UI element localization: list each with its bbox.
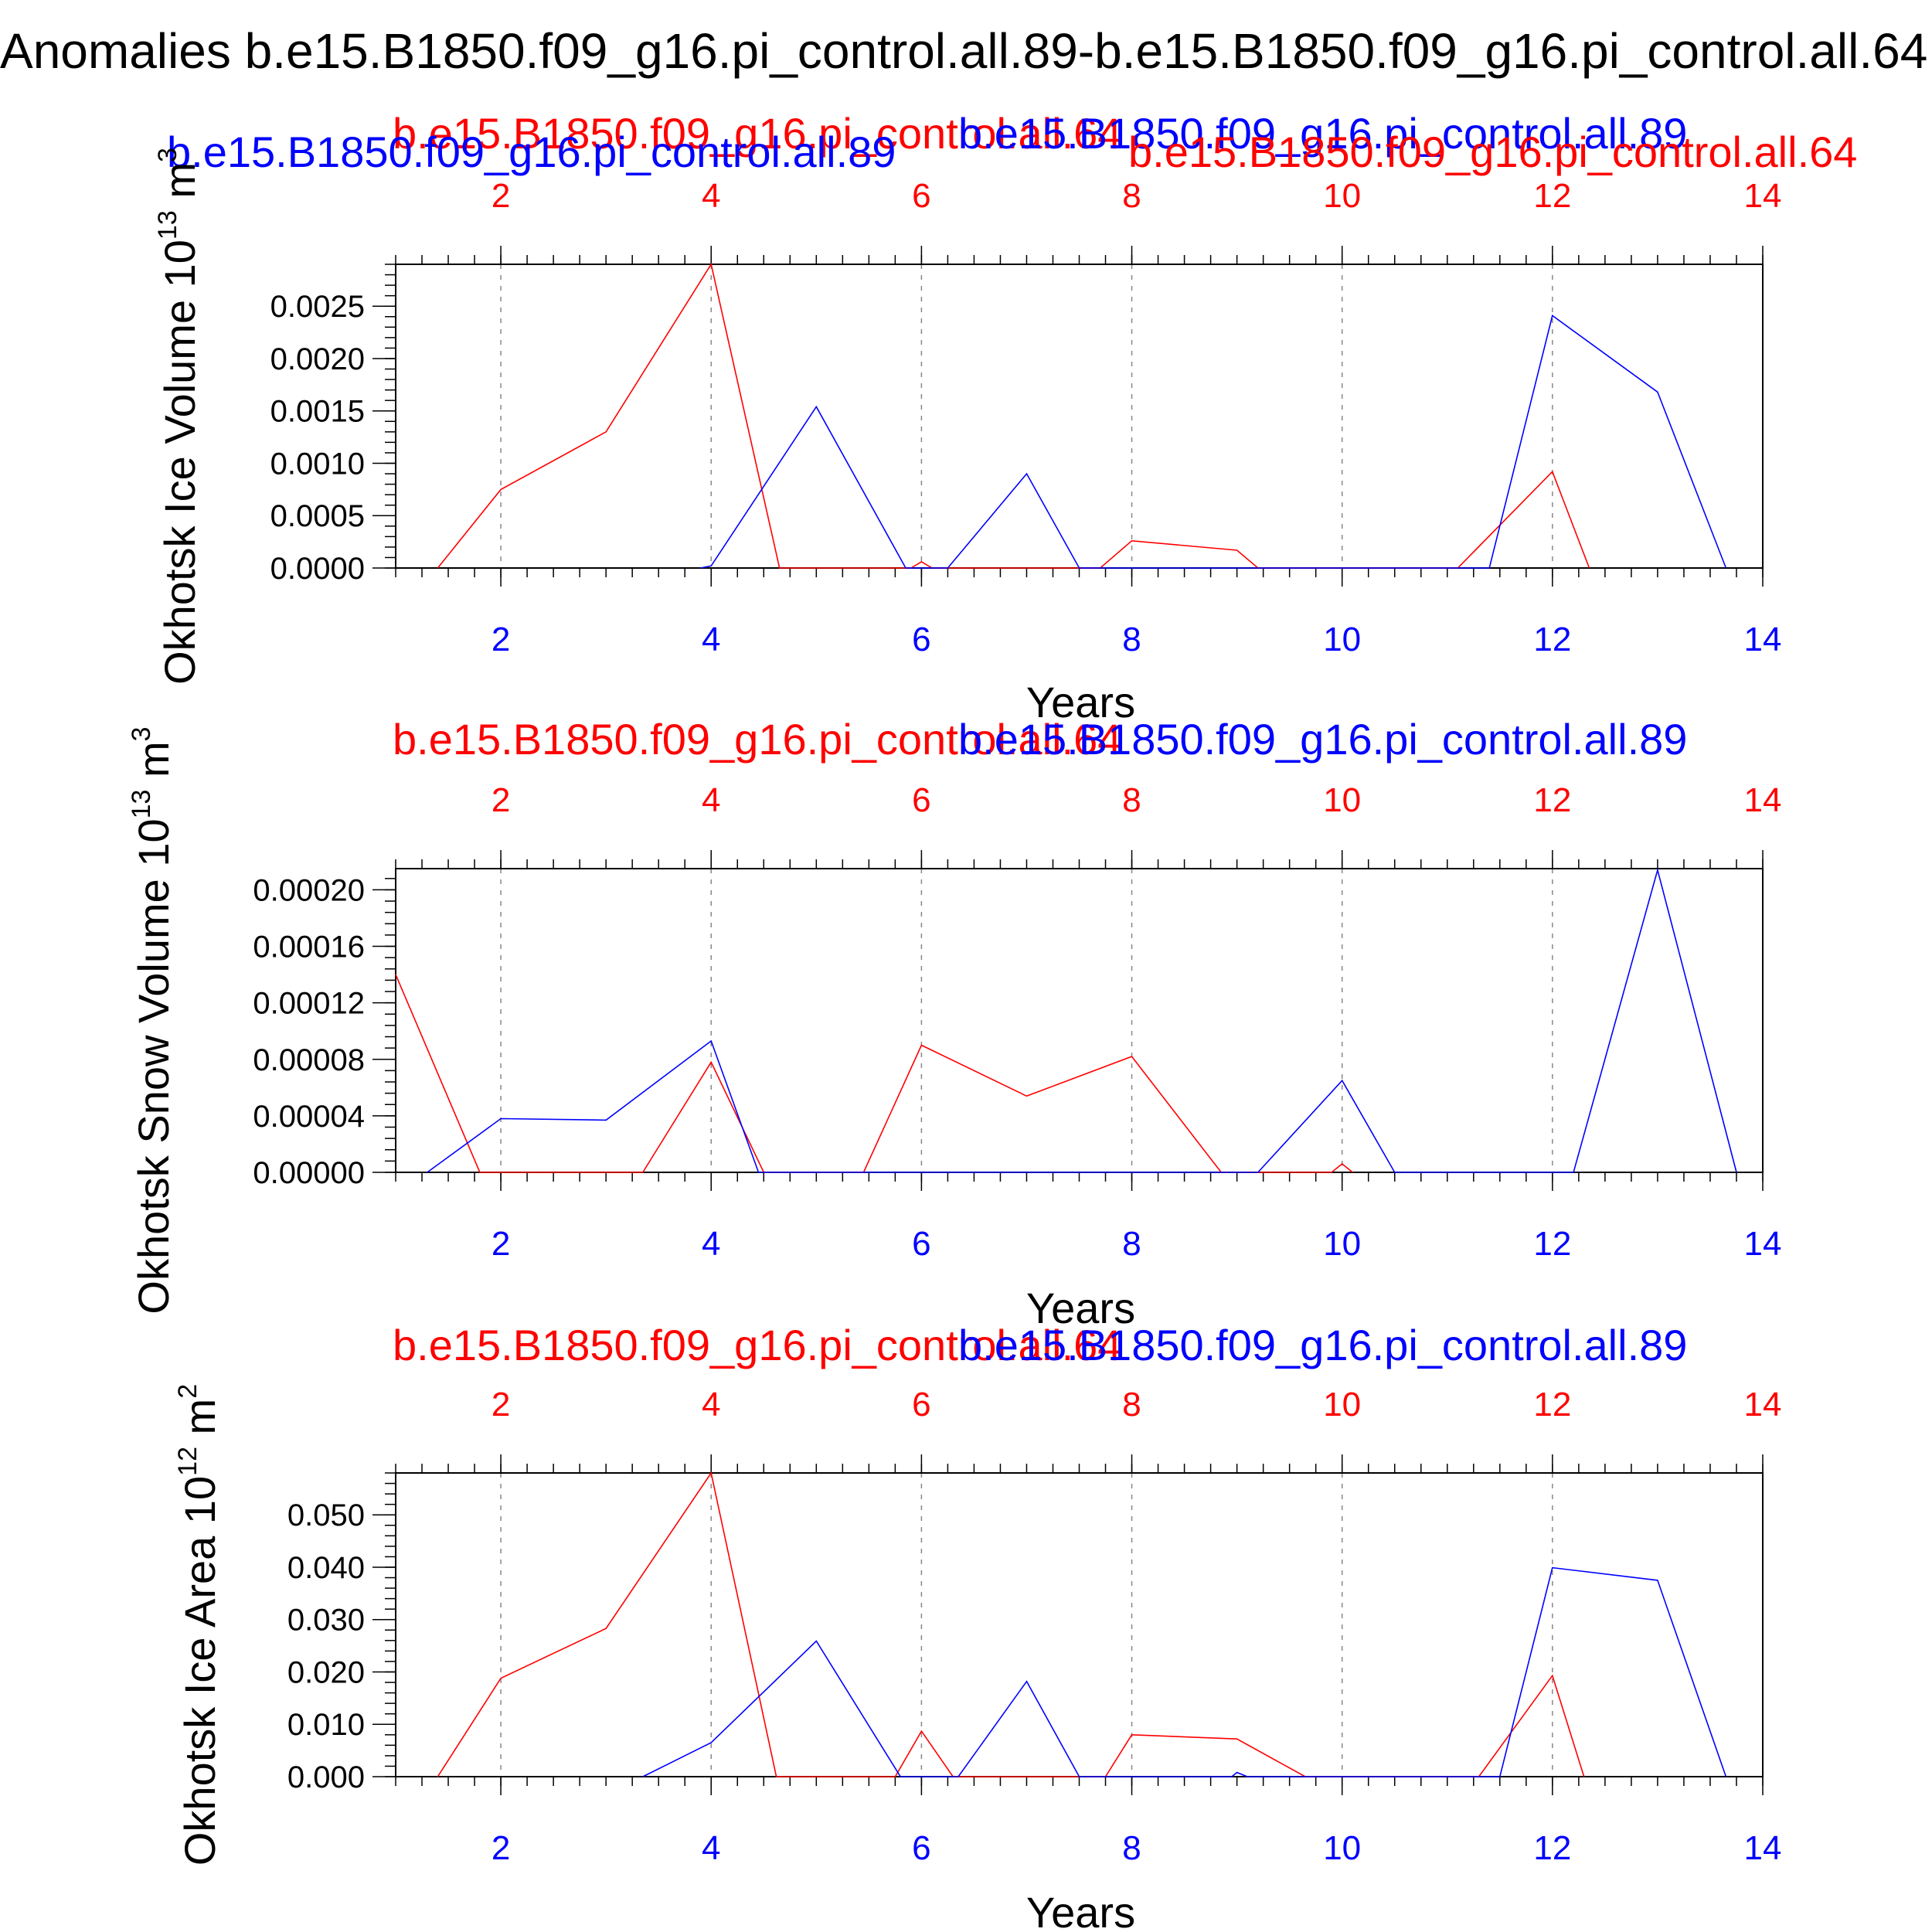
x-axis-title: Years — [1026, 1284, 1135, 1332]
x-tick-label-bottom: 6 — [912, 1829, 930, 1867]
y-tick-label: 0.00000 — [253, 1156, 365, 1190]
y-tick-label: 0.0010 — [270, 447, 365, 481]
x-tick-label-top: 4 — [702, 781, 720, 819]
y-tick-label: 0.040 — [287, 1551, 365, 1585]
x-tick-label-top: 2 — [492, 781, 510, 819]
y-tick-label: 0.0005 — [270, 499, 365, 533]
x-tick-label-bottom: 12 — [1533, 621, 1571, 658]
series-line-b — [427, 867, 1737, 1173]
x-tick-label-bottom: 14 — [1744, 1829, 1782, 1867]
x-tick-label-bottom: 10 — [1323, 621, 1361, 658]
x-tick-label-top: 10 — [1323, 781, 1361, 819]
y-tick-label: 0.0020 — [270, 342, 365, 376]
y-tick-label: 0.00004 — [253, 1100, 365, 1134]
panel-2: b.e15.B1850.f09_g16.pi_control.all.64b.e… — [127, 715, 1781, 1332]
x-tick-label-top: 10 — [1323, 1386, 1361, 1423]
run-label-b: b.e15.B1850.f09_g16.pi_control.all.89 — [958, 715, 1687, 764]
run-label-a: b.e15.B1850.f09_g16.pi_control.all.64 — [393, 109, 1121, 158]
x-axis-title: Years — [1026, 678, 1135, 726]
x-tick-label-top: 14 — [1744, 781, 1782, 819]
series-line-a — [437, 1471, 1585, 1777]
x-tick-label-bottom: 6 — [912, 1225, 930, 1263]
x-tick-label-bottom: 10 — [1323, 1829, 1361, 1867]
x-tick-label-top: 8 — [1122, 1386, 1141, 1423]
x-tick-label-bottom: 6 — [912, 621, 930, 658]
x-tick-label-top: 12 — [1533, 177, 1571, 215]
run-label-a: b.e15.B1850.f09_g16.pi_control.all.64 — [393, 715, 1121, 764]
x-tick-label-bottom: 4 — [702, 1225, 720, 1263]
x-tick-label-top: 8 — [1122, 177, 1141, 215]
x-tick-label-top: 6 — [912, 1386, 930, 1423]
y-axis-title: Okhotsk Ice Volume 1013 m3 — [153, 148, 204, 685]
series-line-a — [395, 974, 1353, 1173]
run-label-a-secondary: b.e15.B1850.f09_g16.pi_control.all.64 — [1128, 128, 1857, 176]
x-tick-label-top: 12 — [1533, 781, 1571, 819]
y-tick-label: 0.0015 — [270, 395, 365, 429]
x-tick-label-bottom: 4 — [702, 1829, 720, 1867]
x-tick-label-bottom: 2 — [492, 1829, 510, 1867]
run-label-a: b.e15.B1850.f09_g16.pi_control.all.64 — [393, 1321, 1121, 1369]
x-tick-label-bottom: 4 — [702, 621, 720, 658]
x-tick-label-top: 8 — [1122, 781, 1141, 819]
panel-1: b.e15.B1850.f09_g16.pi_control.all.64b.e… — [153, 109, 1857, 726]
x-tick-label-top: 2 — [492, 1386, 510, 1423]
x-axis-title: Years — [1026, 1888, 1135, 1932]
x-tick-label-bottom: 12 — [1533, 1225, 1571, 1263]
y-axis-title: Okhotsk Snow Volume 1013 m3 — [127, 726, 178, 1314]
x-tick-label-top: 4 — [702, 1386, 720, 1423]
x-tick-label-bottom: 10 — [1323, 1225, 1361, 1263]
x-tick-label-top: 14 — [1744, 177, 1782, 215]
x-tick-label-bottom: 14 — [1744, 1225, 1782, 1263]
x-tick-label-bottom: 12 — [1533, 1829, 1571, 1867]
y-tick-label: 0.030 — [287, 1604, 365, 1638]
y-tick-label: 0.00016 — [253, 930, 365, 964]
x-tick-label-top: 2 — [492, 177, 510, 215]
plot-frame — [395, 264, 1764, 569]
series-line-a — [437, 262, 1590, 569]
y-axis-title: Okhotsk Ice Area 1012 m2 — [173, 1384, 224, 1866]
y-tick-label: 0.000 — [287, 1760, 365, 1794]
run-label-b: b.e15.B1850.f09_g16.pi_control.all.89 — [958, 109, 1687, 158]
y-tick-label: 0.020 — [287, 1655, 365, 1689]
x-tick-label-bottom: 8 — [1122, 1225, 1141, 1263]
figure-title: Anomalies b.e15.B1850.f09_g16.pi_control… — [0, 23, 1927, 79]
y-tick-label: 0.00012 — [253, 987, 365, 1021]
y-tick-label: 0.050 — [287, 1498, 365, 1532]
panels-container: b.e15.B1850.f09_g16.pi_control.all.64b.e… — [127, 109, 1857, 1932]
panel-3: b.e15.B1850.f09_g16.pi_control.all.64b.e… — [173, 1321, 1781, 1932]
x-tick-label-bottom: 14 — [1744, 621, 1782, 658]
x-tick-label-bottom: 8 — [1122, 1829, 1141, 1867]
run-label-b: b.e15.B1850.f09_g16.pi_control.all.89 — [958, 1321, 1687, 1369]
y-tick-label: 0.0025 — [270, 290, 365, 324]
x-tick-label-top: 4 — [702, 177, 720, 215]
x-tick-label-top: 10 — [1323, 177, 1361, 215]
y-tick-label: 0.0000 — [270, 552, 365, 586]
series-line-b — [642, 1566, 1727, 1777]
series-line-b — [700, 315, 1727, 569]
y-tick-label: 0.00020 — [253, 873, 365, 907]
x-tick-label-bottom: 8 — [1122, 621, 1141, 658]
x-tick-label-top: 12 — [1533, 1386, 1571, 1423]
y-tick-label: 0.010 — [287, 1708, 365, 1742]
plot-frame — [395, 868, 1764, 1173]
run-label-b-secondary: b.e15.B1850.f09_g16.pi_control.all.89 — [167, 128, 896, 176]
x-tick-label-top: 6 — [912, 177, 930, 215]
plot-frame — [395, 1472, 1764, 1777]
x-tick-label-bottom: 2 — [492, 1225, 510, 1263]
x-tick-label-top: 6 — [912, 781, 930, 819]
y-tick-label: 0.00008 — [253, 1043, 365, 1077]
x-tick-label-bottom: 2 — [492, 621, 510, 658]
x-tick-label-top: 14 — [1744, 1386, 1782, 1423]
